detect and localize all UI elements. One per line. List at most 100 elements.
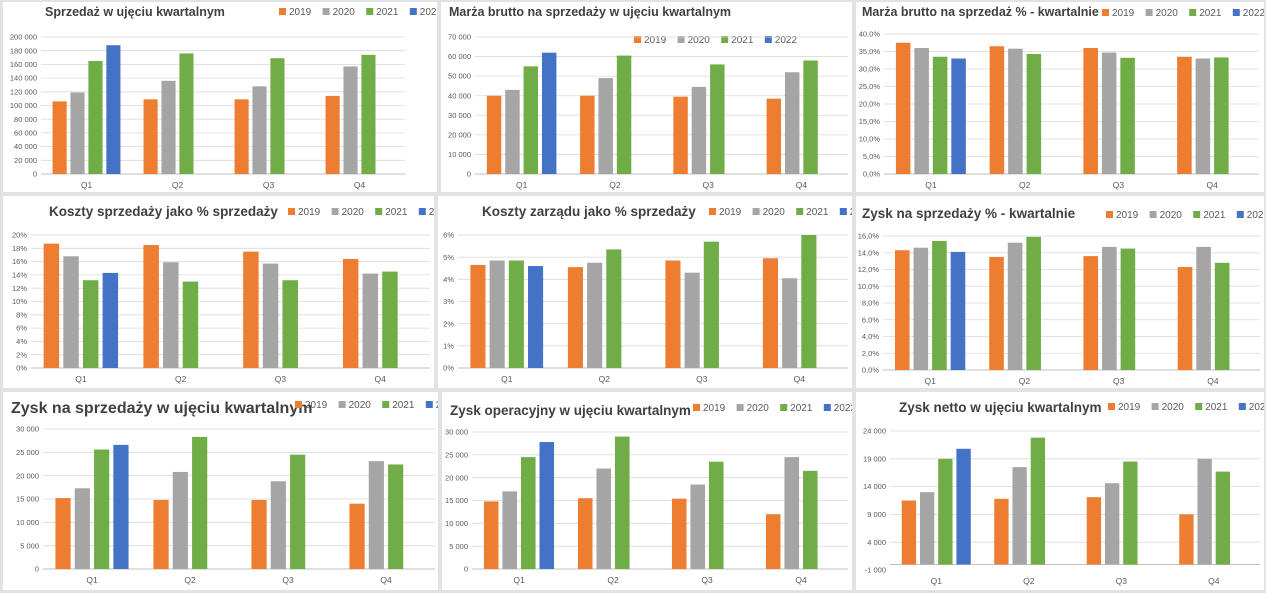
bar-2020-Q2 — [172, 471, 188, 569]
y-tick-label: 12,0% — [858, 265, 880, 274]
legend-swatch-2020 — [1145, 9, 1153, 16]
x-tick-label: Q3 — [1116, 576, 1128, 586]
chart-title: Zysk netto w ujęciu kwartalnym — [899, 400, 1102, 415]
bar-2021-Q3 — [1123, 461, 1138, 565]
bar-2020-Q2 — [596, 468, 612, 569]
bar-2021-Q4 — [802, 470, 818, 569]
y-tick-label: 6% — [16, 324, 27, 333]
bar-2019-Q3 — [1083, 48, 1098, 174]
y-tick-label: 200 000 — [10, 33, 37, 42]
y-tick-label: 14,0% — [858, 248, 880, 257]
bar-2020-Q2 — [1012, 467, 1027, 565]
bar-2021-Q4 — [801, 235, 817, 368]
bar-2021-Q1 — [523, 66, 539, 174]
bar-2020-Q4 — [784, 72, 800, 174]
bar-2019-Q3 — [234, 99, 249, 174]
y-tick-label: 40 000 — [14, 142, 37, 151]
y-tick-label: 25,0% — [859, 82, 881, 91]
legend-swatch-2022 — [409, 8, 417, 15]
bar-2022-Q1 — [950, 251, 966, 370]
y-tick-label: 20 000 — [14, 156, 37, 165]
x-tick-label: Q2 — [1023, 576, 1035, 586]
bar-2020-Q4 — [1195, 58, 1211, 174]
y-tick-label: 30 000 — [445, 428, 468, 437]
bar-2019-Q1 — [486, 95, 502, 174]
bar-2021-Q1 — [508, 260, 524, 368]
legend-swatch-2022 — [764, 36, 772, 43]
legend-label-2019: 2019 — [1116, 210, 1139, 221]
y-tick-label: 16,0% — [858, 232, 880, 241]
legend-label-2021: 2021 — [790, 403, 813, 414]
x-tick-label: Q2 — [184, 575, 196, 585]
bar-2019-Q1 — [483, 501, 499, 569]
bar-2020-Q2 — [1007, 242, 1023, 370]
legend-swatch-2022 — [1236, 211, 1244, 218]
bar-2022-Q1 — [951, 58, 966, 174]
y-tick-label: 2% — [443, 319, 454, 328]
bar-2019-Q3 — [251, 499, 267, 569]
legend-label-2022: 2022 — [420, 7, 437, 18]
x-tick-label: Q2 — [599, 374, 611, 384]
y-tick-label: 0 — [33, 170, 37, 179]
legend-swatch-2021 — [375, 208, 383, 215]
chart-title: Zysk na sprzedaży % - kwartalnie — [862, 206, 1076, 221]
y-tick-label: 25 000 — [445, 450, 468, 459]
bar-2020-Q2 — [1008, 48, 1023, 175]
bar-2021-Q2 — [192, 436, 208, 569]
x-tick-label: Q2 — [172, 180, 184, 190]
y-tick-label: 10 000 — [16, 518, 39, 527]
y-tick-label: 10,0% — [858, 282, 880, 291]
legend-swatch-2021 — [721, 36, 729, 43]
x-tick-label: Q4 — [794, 374, 806, 384]
chart-svg: Sprzedaż w ujęciu kwartalnym 2019 2020 2021… — [10, 5, 437, 190]
x-tick-label: Q3 — [1113, 180, 1125, 190]
chart-title: Sprzedaż w ujęciu kwartalnym — [45, 5, 225, 19]
chart-svg: Zysk operacyjny w ujęciu kwartalnym 2019 2… — [445, 403, 852, 585]
bar-2020-Q1 — [502, 491, 518, 569]
bar-2019-Q1 — [470, 264, 486, 368]
y-tick-label: 10,0% — [859, 135, 881, 144]
x-tick-label: Q4 — [1208, 576, 1220, 586]
y-tick-label: 20 000 — [445, 473, 468, 482]
bar-2021-Q2 — [1030, 437, 1046, 565]
y-tick-label: 20% — [12, 231, 27, 240]
bar-2022-Q1 — [102, 272, 119, 368]
y-tick-label: 160 000 — [10, 60, 37, 69]
y-tick-label: 0 — [35, 565, 39, 574]
legend-swatch-2019 — [288, 208, 295, 215]
y-tick-label: 5,0% — [863, 152, 880, 161]
bar-2019-Q4 — [1177, 266, 1193, 370]
bar-2021-Q4 — [1214, 262, 1230, 370]
x-tick-label: Q1 — [931, 576, 943, 586]
y-tick-label: 40 000 — [448, 91, 471, 100]
bar-2020-Q4 — [782, 278, 798, 368]
y-tick-label: 15 000 — [16, 495, 39, 504]
bar-2019-Q2 — [153, 499, 169, 569]
y-tick-label: 40,0% — [859, 30, 881, 39]
y-tick-label: 60 000 — [448, 52, 471, 61]
legend-swatch-2020 — [752, 208, 760, 215]
legend-label-2021: 2021 — [385, 207, 408, 218]
y-tick-label: -1 000 — [865, 566, 886, 575]
bar-2020-Q3 — [1101, 52, 1117, 174]
x-tick-label: Q4 — [1207, 376, 1219, 386]
bar-2020-Q3 — [690, 484, 706, 569]
legend-label-2022: 2022 — [436, 400, 438, 411]
chart-panel-gross-margin-pct: Marża brutto na sprzedaż % - kwartalnie 2… — [856, 2, 1264, 192]
bar-2019-Q2 — [580, 95, 595, 174]
chart-panel-selling-costs-pct: Koszty sprzedaży jako % sprzedaży 2019 202… — [3, 196, 434, 388]
legend-swatch-2022 — [1238, 403, 1246, 410]
y-tick-label: 0 — [464, 565, 468, 574]
bar-2022-Q1 — [541, 52, 557, 174]
bar-2021-Q3 — [1120, 248, 1136, 370]
bar-2021-Q4 — [1215, 471, 1231, 565]
bar-2019-Q3 — [1086, 497, 1102, 565]
chart-panel-sales: Sprzedaż w ujęciu kwartalnym 2019 2020 2021… — [3, 2, 437, 192]
y-tick-label: 20,0% — [859, 100, 881, 109]
legend-label-2019: 2019 — [719, 207, 742, 218]
bar-2021-Q3 — [1120, 57, 1135, 174]
y-tick-label: 20 000 — [16, 471, 39, 480]
x-tick-label: Q1 — [924, 376, 936, 386]
legend-swatch-2019 — [1102, 9, 1109, 16]
chart-svg: Koszty sprzedaży jako % sprzedaży 2019 202… — [12, 204, 434, 384]
